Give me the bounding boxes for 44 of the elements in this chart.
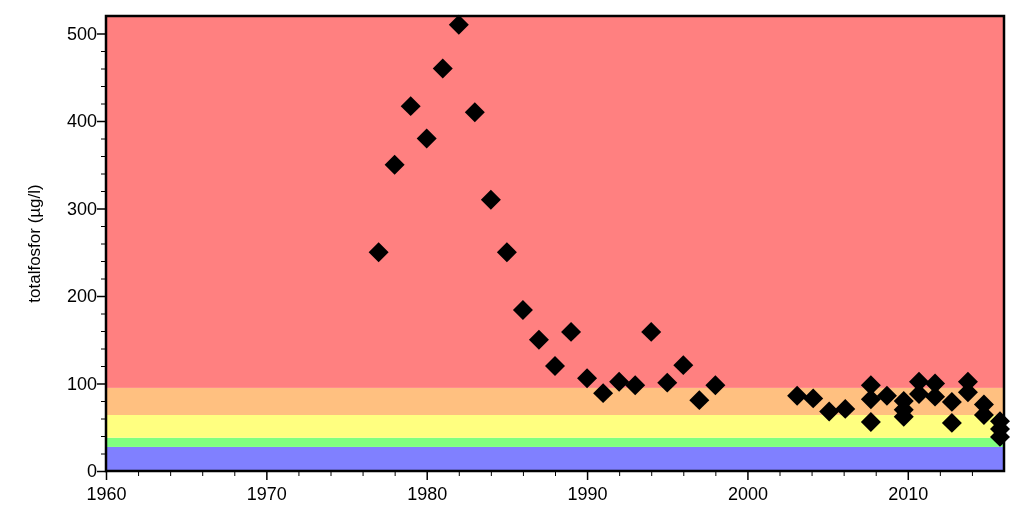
point	[641, 321, 662, 342]
point	[480, 189, 501, 210]
y-tick-label: 300	[66, 198, 97, 219]
point	[416, 128, 437, 149]
point	[941, 391, 962, 412]
y-tick-label: 0	[86, 461, 97, 482]
x-tick-label: 1980	[407, 483, 448, 504]
point	[835, 398, 856, 419]
point	[876, 385, 897, 406]
point	[400, 96, 421, 117]
point	[496, 242, 517, 263]
point	[561, 321, 582, 342]
y-tick-label: 200	[66, 286, 97, 307]
point	[860, 412, 881, 432]
point	[593, 383, 614, 404]
point	[860, 389, 881, 410]
point	[803, 388, 824, 409]
point	[464, 102, 485, 123]
point	[705, 375, 726, 396]
point	[625, 375, 646, 396]
x-tick-label: 1990	[567, 483, 608, 504]
point	[384, 154, 405, 175]
point	[577, 368, 598, 389]
point	[787, 385, 808, 406]
point	[657, 372, 678, 393]
point	[528, 329, 549, 350]
point	[673, 355, 694, 376]
point	[545, 356, 565, 376]
x-tick-label: 1960	[86, 483, 127, 504]
point	[689, 390, 710, 411]
y-axis-title: totalfosfor (µg/l)	[25, 184, 44, 303]
point	[609, 371, 630, 392]
point	[819, 401, 840, 422]
x-tick-label: 1970	[246, 483, 287, 504]
point	[368, 242, 389, 263]
y-tick-label: 500	[66, 23, 97, 44]
y-tick-label: 400	[66, 111, 97, 132]
point	[448, 14, 469, 35]
x-tick-label: 2010	[888, 483, 929, 504]
y-tick-label: 100	[66, 373, 97, 394]
point	[432, 58, 453, 79]
x-tick-label: 2000	[727, 483, 768, 504]
point	[941, 412, 962, 433]
point	[512, 300, 533, 320]
